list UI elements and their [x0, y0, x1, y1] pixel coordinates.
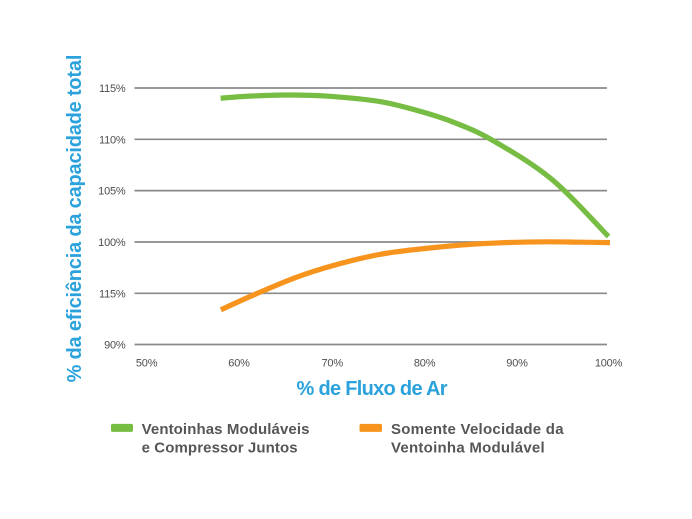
svg-text:Somente Velocidade da: Somente Velocidade da [391, 421, 564, 438]
svg-text:80%: 80% [414, 358, 436, 370]
svg-text:60%: 60% [228, 358, 250, 370]
svg-text:105%: 105% [98, 186, 126, 198]
svg-text:100%: 100% [595, 358, 623, 370]
svg-text:e Compressor Juntos: e Compressor Juntos [142, 440, 298, 457]
svg-text:100%: 100% [98, 237, 126, 249]
svg-text:115%: 115% [99, 288, 126, 300]
svg-text:Ventoinhas Moduláveis: Ventoinhas Moduláveis [142, 421, 310, 438]
svg-text:115%: 115% [99, 83, 126, 95]
svg-text:90%: 90% [104, 340, 126, 352]
svg-text:90%: 90% [506, 358, 528, 370]
svg-text:50%: 50% [136, 358, 158, 370]
svg-text:Ventoinha Modulável: Ventoinha Modulável [391, 440, 545, 457]
svg-text:70%: 70% [321, 358, 343, 370]
svg-text:% de Fluxo de Ar: % de Fluxo de Ar [297, 378, 448, 400]
svg-text:% da eficiência da capacidade: % da eficiência da capacidade total [64, 55, 86, 383]
svg-text:110%: 110% [99, 134, 126, 146]
